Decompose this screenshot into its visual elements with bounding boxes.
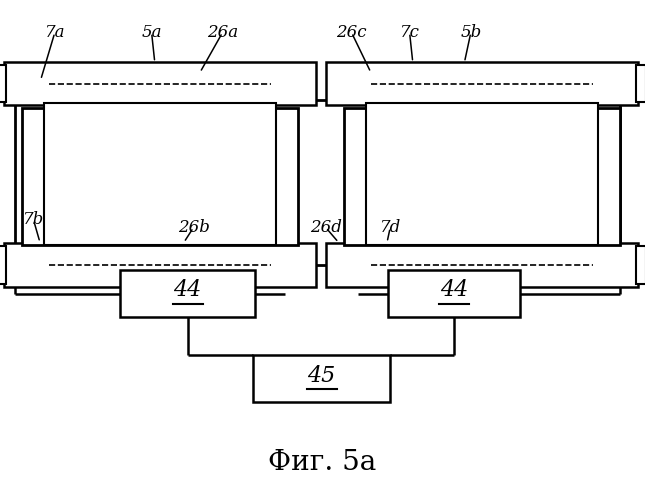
Text: 7c: 7c <box>400 24 419 41</box>
Bar <box>120 270 255 317</box>
Bar <box>4 243 316 287</box>
Text: 26d: 26d <box>310 219 342 236</box>
Bar <box>253 355 390 402</box>
Bar <box>326 243 638 287</box>
Bar <box>636 246 645 284</box>
Bar <box>4 62 316 105</box>
Text: 26a: 26a <box>207 24 238 41</box>
Bar <box>15 100 620 265</box>
Text: 44: 44 <box>174 280 202 301</box>
Text: 7a: 7a <box>45 24 65 41</box>
Text: 45: 45 <box>308 364 335 386</box>
Text: 5a: 5a <box>141 24 162 41</box>
Bar <box>44 103 276 245</box>
Bar <box>344 108 620 245</box>
Text: Фиг. 5a: Фиг. 5a <box>268 448 376 475</box>
Bar <box>22 108 298 245</box>
Text: 5b: 5b <box>461 24 481 41</box>
Text: 7b: 7b <box>23 212 44 228</box>
Bar <box>366 103 598 245</box>
Text: 44: 44 <box>440 280 468 301</box>
Bar <box>326 62 638 105</box>
Text: 26c: 26c <box>336 24 367 41</box>
Bar <box>636 65 645 102</box>
Bar <box>0 246 6 284</box>
Text: 7d: 7d <box>380 219 401 236</box>
Bar <box>0 65 6 102</box>
Text: 26b: 26b <box>177 219 210 236</box>
Bar <box>388 270 520 317</box>
